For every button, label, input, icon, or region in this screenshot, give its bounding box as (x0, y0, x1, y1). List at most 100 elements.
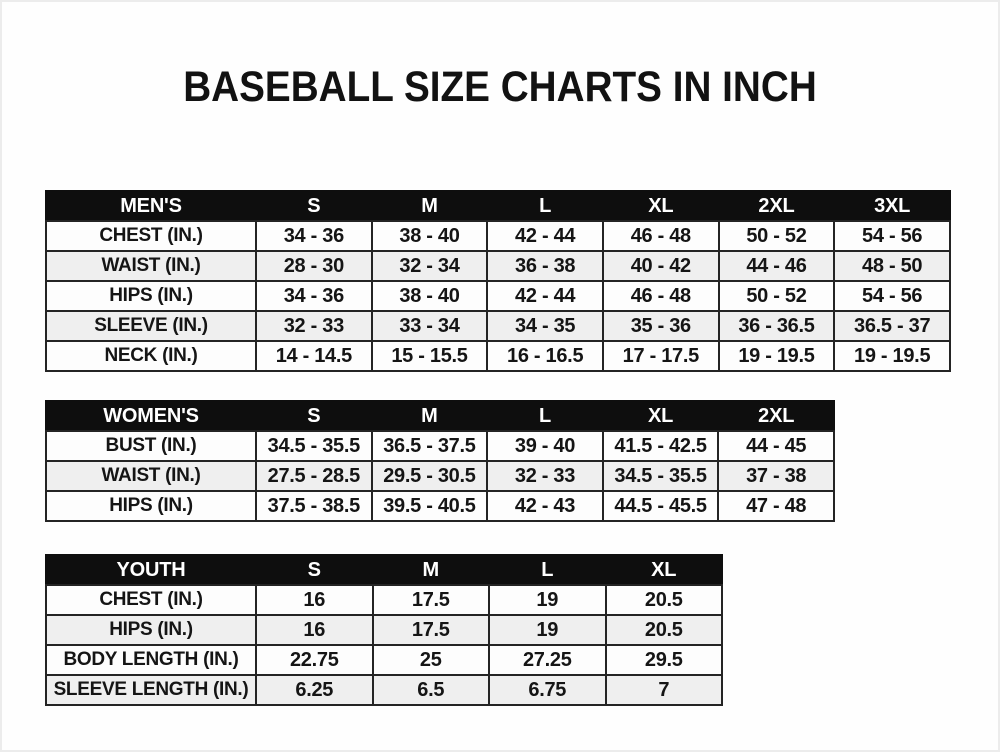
size-table-header-row: YOUTH S M L XL (45, 554, 723, 586)
size-value-cell: 42 - 43 (486, 490, 604, 522)
size-value-cell: 50 - 52 (717, 220, 836, 252)
size-value-cell: 28 - 30 (255, 250, 373, 282)
size-value-cell: 7 (604, 674, 723, 706)
size-value-cell: 54 - 56 (833, 220, 951, 252)
size-value-cell: 29.5 (604, 644, 723, 676)
size-value-cell: 33 - 34 (370, 310, 489, 342)
measurement-row: BODY LENGTH (IN.) 22.75 25 27.25 29.5 (45, 644, 723, 676)
measurement-label: BUST (IN.) (45, 430, 257, 462)
size-value-cell: 34.5 - 35.5 (255, 430, 373, 462)
size-value-cell: 20.5 (604, 614, 723, 646)
size-value-cell: 6.5 (371, 674, 490, 706)
size-value-cell: 36.5 - 37.5 (370, 430, 489, 462)
measurement-row: HIPS (IN.) 16 17.5 19 20.5 (45, 614, 723, 646)
size-value-cell: 16 (255, 584, 374, 616)
size-value-cell: 38 - 40 (370, 220, 489, 252)
table-group-title: WOMEN'S (45, 400, 257, 432)
size-value-cell: 22.75 (255, 644, 374, 676)
measurement-label: HIPS (IN.) (45, 490, 257, 522)
size-value-cell: 50 - 52 (717, 280, 836, 312)
size-value-cell: 34 - 35 (486, 310, 604, 342)
size-value-cell: 27.5 - 28.5 (255, 460, 373, 492)
size-value-cell: 6.25 (255, 674, 374, 706)
size-value-cell: 14 - 14.5 (255, 340, 373, 372)
measurement-label: SLEEVE (IN.) (45, 310, 257, 342)
measurement-row: HIPS (IN.) 37.5 - 38.5 39.5 - 40.5 42 - 43 4… (45, 490, 835, 522)
size-column-header: L (486, 400, 604, 432)
size-value-cell: 25 (371, 644, 490, 676)
size-value-cell: 37.5 - 38.5 (255, 490, 373, 522)
size-column-header: M (370, 190, 489, 222)
measurement-row: SLEEVE LENGTH (IN.) 6.25 6.5 6.75 7 (45, 674, 723, 706)
size-value-cell: 42 - 44 (486, 220, 604, 252)
size-value-cell: 36 - 38 (486, 250, 604, 282)
measurement-row: HIPS (IN.) 34 - 36 38 - 40 42 - 44 46 - 48 50… (45, 280, 951, 312)
size-column-header: S (255, 400, 373, 432)
size-value-cell: 37 - 38 (717, 460, 835, 492)
measurement-row: WAIST (IN.) 27.5 - 28.5 29.5 - 30.5 32 - 33… (45, 460, 835, 492)
size-value-cell: 44 - 46 (717, 250, 836, 282)
size-table-header-row: WOMEN'S S M L XL 2XL (45, 400, 835, 432)
size-column-header: M (370, 400, 489, 432)
table-group-title: MEN'S (45, 190, 257, 222)
size-column-header: 2XL (717, 400, 835, 432)
measurement-row: NECK (IN.) 14 - 14.5 15 - 15.5 16 - 16.5 17 … (45, 340, 951, 372)
size-value-cell: 16 - 16.5 (486, 340, 604, 372)
size-value-cell: 46 - 48 (601, 220, 720, 252)
size-value-cell: 17 - 17.5 (601, 340, 720, 372)
measurement-label: WAIST (IN.) (45, 460, 257, 492)
measurement-label: SLEEVE LENGTH (IN.) (45, 674, 257, 706)
measurement-label: CHEST (IN.) (45, 220, 257, 252)
measurement-label: HIPS (IN.) (45, 614, 257, 646)
measurement-label: BODY LENGTH (IN.) (45, 644, 257, 676)
size-value-cell: 19 - 19.5 (833, 340, 951, 372)
measurement-row: CHEST (IN.) 34 - 36 38 - 40 42 - 44 46 - 48 5… (45, 220, 951, 252)
size-value-cell: 32 - 33 (486, 460, 604, 492)
size-value-cell: 27.25 (488, 644, 607, 676)
size-value-cell: 39 - 40 (486, 430, 604, 462)
size-value-cell: 36.5 - 37 (833, 310, 951, 342)
size-column-header: XL (601, 400, 720, 432)
size-table-header-row: MEN'S S M L XL 2XL 3XL (45, 190, 951, 222)
measurement-row: BUST (IN.) 34.5 - 35.5 36.5 - 37.5 39 - 40 4… (45, 430, 835, 462)
size-value-cell: 44.5 - 45.5 (601, 490, 720, 522)
size-value-cell: 54 - 56 (833, 280, 951, 312)
page-title: BASEBALL SIZE CHARTS IN INCH (183, 63, 817, 111)
size-value-cell: 19 (488, 584, 607, 616)
size-column-header: S (255, 190, 373, 222)
measurement-row: CHEST (IN.) 16 17.5 19 20.5 (45, 584, 723, 616)
size-value-cell: 32 - 34 (370, 250, 489, 282)
size-value-cell: 34.5 - 35.5 (601, 460, 720, 492)
size-value-cell: 44 - 45 (717, 430, 835, 462)
measurement-label: CHEST (IN.) (45, 584, 257, 616)
size-value-cell: 6.75 (488, 674, 607, 706)
size-value-cell: 41.5 - 42.5 (601, 430, 720, 462)
size-column-header: L (486, 190, 604, 222)
size-value-cell: 34 - 36 (255, 280, 373, 312)
measurement-label: WAIST (IN.) (45, 250, 257, 282)
size-value-cell: 15 - 15.5 (370, 340, 489, 372)
size-value-cell: 16 (255, 614, 374, 646)
size-value-cell: 48 - 50 (833, 250, 951, 282)
size-value-cell: 19 - 19.5 (717, 340, 836, 372)
size-value-cell: 20.5 (604, 584, 723, 616)
size-value-cell: 29.5 - 30.5 (370, 460, 489, 492)
size-value-cell: 46 - 48 (601, 280, 720, 312)
size-value-cell: 19 (488, 614, 607, 646)
size-column-header: S (255, 554, 374, 586)
youth-size-table: YOUTH S M L XL CHEST (IN.) 16 17.5 19 20.5 HIPS (I… (45, 554, 723, 706)
measurement-label: HIPS (IN.) (45, 280, 257, 312)
size-column-header: XL (601, 190, 720, 222)
size-column-header: 2XL (717, 190, 836, 222)
size-value-cell: 38 - 40 (370, 280, 489, 312)
size-value-cell: 42 - 44 (486, 280, 604, 312)
size-column-header: XL (604, 554, 723, 586)
size-value-cell: 34 - 36 (255, 220, 373, 252)
size-value-cell: 32 - 33 (255, 310, 373, 342)
womens-size-table: WOMEN'S S M L XL 2XL BUST (IN.) 34.5 - 35.5 36.5… (45, 400, 835, 522)
size-value-cell: 35 - 36 (601, 310, 720, 342)
table-group-title: YOUTH (45, 554, 257, 586)
size-value-cell: 47 - 48 (717, 490, 835, 522)
size-column-header: 3XL (833, 190, 951, 222)
